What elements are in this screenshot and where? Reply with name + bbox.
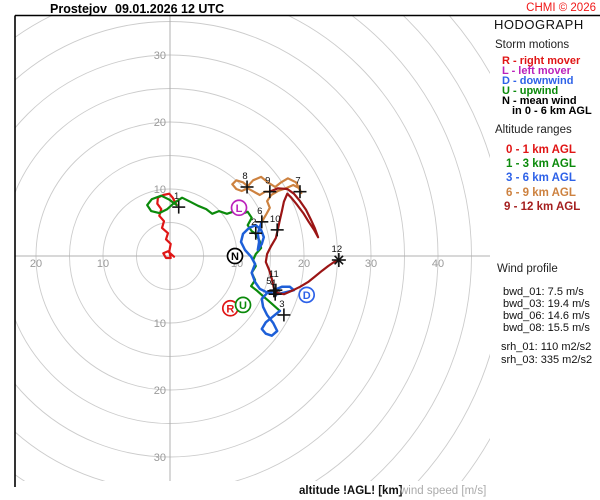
mean-wind-note: in 0 - 6 km AGL bbox=[512, 105, 592, 117]
altitude-marker-9km bbox=[263, 185, 277, 199]
storm-motion-letter-U: U bbox=[239, 300, 247, 312]
bwd-01-value: bwd_01: 7.5 m/s bbox=[503, 286, 584, 298]
panel-title: HODOGRAPH bbox=[494, 17, 584, 32]
polar-grid bbox=[0, 0, 572, 500]
altitude-label-8km: 8 bbox=[242, 171, 247, 182]
legend-3-6km: 3 - 6 km AGL bbox=[506, 172, 576, 184]
axis-tick-10: 10 bbox=[97, 258, 109, 270]
legend-0-1km: 0 - 1 km AGL bbox=[506, 144, 576, 156]
altitude-label-12km: 12 bbox=[332, 244, 343, 255]
altitude-axis-caption: altitude !AGL! [km] bbox=[299, 485, 403, 497]
altitude-label-11km: 11 bbox=[269, 269, 279, 280]
storm-motion-D: D bbox=[298, 286, 316, 304]
altitude-marker-8km bbox=[240, 180, 254, 194]
axis-tick-30: 30 bbox=[365, 258, 377, 270]
bwd-03-value: bwd_03: 19.4 m/s bbox=[503, 298, 590, 310]
legend-right-mover: R - right mover bbox=[502, 55, 581, 67]
altitude-label-1km: 1 bbox=[174, 191, 179, 202]
altitude-marker-6km bbox=[255, 215, 269, 229]
axis-tick-10: 10 bbox=[154, 184, 166, 196]
trace-9-12-km-agl bbox=[264, 187, 340, 296]
legend-6-9km: 6 - 9 km AGL bbox=[506, 187, 576, 199]
storm-motion-R: R bbox=[221, 299, 239, 317]
altitude-label-2km: 2 bbox=[251, 217, 256, 228]
srh-03-value: srh_03: 335 m2/s2 bbox=[501, 354, 593, 366]
storm-motions-title: Storm motions bbox=[495, 39, 570, 51]
station-name: Prostejov bbox=[50, 2, 107, 16]
storm-motion-letter-D: D bbox=[303, 290, 311, 302]
storm-motion-letter-R: R bbox=[226, 303, 234, 315]
copyright-label: CHMI © 2026 bbox=[526, 2, 596, 14]
datetime-label: 09.01.2026 12 UTC bbox=[115, 2, 225, 16]
bwd-08-value: bwd_08: 15.5 m/s bbox=[503, 322, 590, 334]
altitude-label-7km: 7 bbox=[295, 176, 300, 187]
srh-01-value: srh_01: 110 m2/s2 bbox=[501, 341, 592, 353]
legend-upwind: U - upwind bbox=[502, 85, 559, 97]
altitude-label-10km: 10 bbox=[270, 214, 281, 225]
altitude-label-9km: 9 bbox=[265, 176, 270, 187]
axis-tick-20: 20 bbox=[154, 117, 166, 129]
altitude-marker-2km bbox=[249, 226, 263, 240]
axis-tick-40: 40 bbox=[432, 258, 444, 270]
legend-9-12km: 9 - 12 km AGL bbox=[504, 201, 581, 213]
storm-motion-letter-N: N bbox=[231, 251, 239, 263]
storm-motion-N: N bbox=[226, 247, 244, 265]
altitude-marker-10km bbox=[270, 223, 284, 237]
legend-1-3km: 1 - 3 km AGL bbox=[506, 158, 576, 170]
altitude-label-3km: 3 bbox=[279, 299, 284, 310]
axis-tick-20: 20 bbox=[154, 385, 166, 397]
axis-tick-10: 10 bbox=[154, 318, 166, 330]
altitude-marker-3km bbox=[277, 308, 291, 322]
axis-tick-30: 30 bbox=[154, 452, 166, 464]
trace-0-1-km-agl bbox=[156, 192, 178, 260]
windspeed-axis-caption: wind speed [m/s] bbox=[400, 485, 487, 497]
legend-mean-wind: N - mean wind bbox=[502, 95, 577, 107]
altitude-marker-11km bbox=[269, 283, 283, 297]
storm-motion-L: L bbox=[230, 199, 248, 217]
bwd-06-value: bwd_06: 14.6 m/s bbox=[503, 310, 590, 322]
altitude-marker-7km bbox=[293, 185, 307, 199]
speed-ring-50 bbox=[402, 16, 490, 481]
legend-downwind: D - downwind bbox=[502, 75, 574, 87]
altitude-marker-12km bbox=[331, 253, 346, 268]
altitude-label-5km: 5 bbox=[266, 276, 271, 287]
wind-profile-title: Wind profile bbox=[497, 263, 558, 275]
altitude-ranges-title: Altitude ranges bbox=[495, 124, 572, 136]
axis-tick-20: 20 bbox=[298, 258, 310, 270]
axis-tick-20: 20 bbox=[30, 258, 42, 270]
altitude-marker-1km bbox=[172, 200, 186, 214]
trace-3-6-km-agl bbox=[239, 220, 296, 337]
altitude-label-4km: 4 bbox=[271, 278, 276, 289]
trace-6-9-km-agl bbox=[231, 175, 303, 223]
storm-motion-letter-L: L bbox=[236, 203, 243, 215]
axis-tick-30: 30 bbox=[154, 50, 166, 62]
speed-ring-40 bbox=[15, 16, 439, 481]
legend-left-mover: L - left mover bbox=[502, 65, 571, 77]
storm-motion-U: U bbox=[234, 296, 252, 314]
speed-ring-60 bbox=[0, 0, 572, 500]
altitude-label-6km: 6 bbox=[257, 206, 262, 217]
